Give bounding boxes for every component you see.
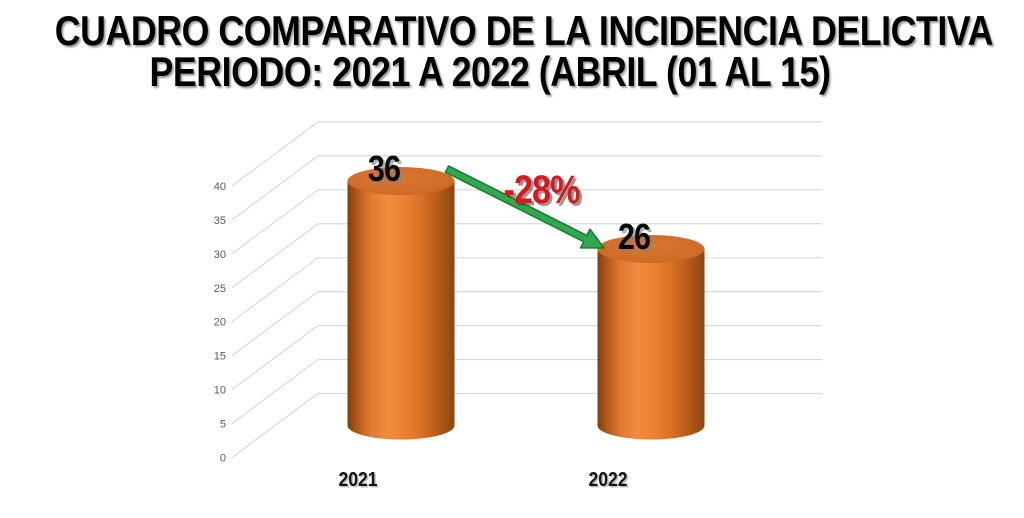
decrease-arrow [444, 165, 605, 249]
gridline-40 [231, 121, 822, 187]
y-axis-tick-label-20: 20 [214, 317, 226, 329]
bar-2022 [597, 234, 705, 440]
y-axis-tick-label-30: 30 [214, 249, 226, 261]
chart-title-line-1: CUADRO COMPARATIVO DE LA INCIDENCIA DELI… [54, 7, 994, 54]
gridline-5 [231, 358, 822, 425]
data-label-2022: 26 [618, 218, 651, 258]
x-axis-label-2022: 2022 [588, 468, 627, 490]
gridline-35 [231, 155, 822, 221]
x-axis-label-shadow: 2022 [590, 469, 629, 491]
gridline-0 [231, 392, 822, 458]
chart-title: CUADRO COMPARATIVO DE LA INCIDENCIA DELI… [54, 7, 994, 95]
x-axis-label-2021: 2021 [338, 468, 377, 490]
annotation-shadow: -28% [506, 169, 583, 214]
gridline-25 [231, 223, 822, 289]
y-axis-tick-label-10: 10 [214, 385, 226, 397]
data-label-2021: 36 [368, 150, 401, 190]
cylinder-body [347, 181, 455, 426]
gridline-15 [231, 291, 822, 357]
y-axis-tick-label-40: 40 [214, 181, 226, 193]
cylinder-top [347, 167, 455, 196]
data-label-shadow: 26 [620, 220, 653, 260]
y-axis-tick-label-15: 15 [214, 351, 226, 363]
data-label-shadow: 36 [370, 152, 403, 192]
y-axis-tick-label-35: 35 [214, 215, 226, 227]
chart-title-line-2: PERIODO: 2021 A 2022 (ABRIL (01 AL 15) [149, 48, 831, 95]
bars-layer [347, 167, 705, 440]
gridline-10 [231, 325, 822, 391]
gridline-20 [231, 257, 822, 323]
y-axis-tick-label-25: 25 [214, 283, 226, 295]
cylinder-top [597, 234, 705, 263]
gridline-30 [231, 189, 822, 255]
annotation-layer: -28%-28% [444, 165, 605, 249]
cylinder-body [597, 248, 705, 426]
cylinder-bottom [597, 411, 705, 440]
x-axis-label-shadow: 2021 [340, 469, 379, 491]
annotation-label: -28% [504, 166, 581, 211]
bar-2021 [347, 167, 455, 440]
cylinder-bottom [347, 411, 455, 440]
y-axis-tick-label-0: 0 [220, 453, 226, 465]
y-axis-tick-label-5: 5 [220, 419, 226, 431]
